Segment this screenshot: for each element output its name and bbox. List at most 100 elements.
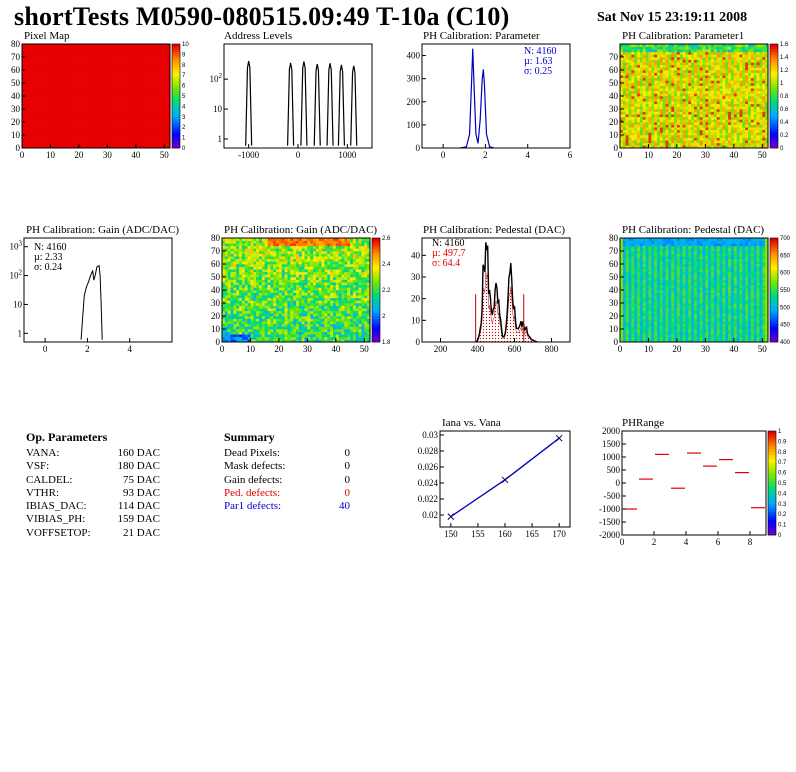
heatmap-cell [41, 119, 46, 123]
heatmap-cell [756, 75, 760, 79]
heatmap-cell [631, 85, 635, 89]
heatmap-cell [36, 90, 40, 94]
heatmap-cell [115, 135, 120, 138]
heatmap-cell [745, 96, 749, 99]
gain-map-chart: 1.822.22.42.60 10 20 30 40 500102030405060708… [211, 233, 391, 354]
heatmap-cell [659, 109, 663, 112]
heatmap-cell [250, 316, 254, 319]
heatmap-cell [620, 135, 624, 138]
heatmap-cell [679, 93, 683, 97]
heatmap-cell [639, 80, 644, 84]
heatmap-cell [64, 135, 68, 138]
heatmap-cell [155, 72, 159, 76]
heatmap-cell [138, 90, 142, 94]
heatmap-cell [631, 51, 635, 55]
heatmap-cell [733, 96, 737, 99]
heatmap-cell [691, 116, 695, 120]
heatmap-cell [250, 313, 254, 317]
heatmap-cell [620, 72, 624, 76]
heatmap-cell [96, 75, 100, 79]
heatmap-cell [637, 80, 641, 84]
heatmap-cell [93, 111, 97, 115]
heatmap-cell [141, 132, 145, 136]
heatmap-cell [648, 109, 652, 112]
heatmap-cell [671, 119, 675, 123]
heatmap-cell [682, 96, 686, 99]
heatmap-cell [104, 75, 108, 79]
heatmap-cell [259, 331, 263, 335]
heatmap-cell [674, 109, 678, 112]
heatmap-cell [634, 142, 638, 146]
heatmap-cell [645, 90, 649, 94]
heatmap-cell [748, 135, 752, 138]
heatmap-cell [759, 88, 763, 92]
heatmap-cell [41, 46, 46, 50]
heatmap-cell [634, 103, 638, 107]
heatmap-cell [713, 103, 718, 107]
heatmap-cell [113, 109, 117, 112]
heatmap-cell [708, 57, 712, 60]
heatmap-cell [713, 98, 718, 102]
heatmap-cell [84, 103, 88, 107]
heatmap-cell [736, 145, 740, 149]
heatmap-cell [682, 103, 686, 107]
heatmap-cell [659, 54, 663, 58]
heatmap-cell [138, 119, 142, 123]
heatmap-cell [144, 59, 148, 63]
heatmap-cell [756, 59, 760, 63]
heatmap-cell [622, 54, 626, 58]
heatmap-cell [631, 49, 635, 53]
heatmap-cell [668, 122, 672, 125]
heatmap-cell [253, 258, 257, 262]
y-tick-label: 50 [11, 78, 21, 88]
heatmap-cell [47, 109, 51, 112]
y-tick-label: 20 [609, 117, 619, 127]
heatmap-cell [135, 62, 139, 66]
heatmap-cell [110, 119, 114, 123]
heatmap-cell [161, 119, 165, 123]
heatmap-cell [651, 142, 655, 146]
heatmap-cell [101, 57, 105, 60]
heatmap-cell [711, 103, 715, 107]
heatmap-cell [625, 64, 629, 68]
heatmap-cell [36, 114, 40, 118]
heatmap-cell [90, 111, 94, 115]
heatmap-cell [645, 122, 649, 125]
heatmap-cell [676, 88, 681, 92]
heatmap-cell [144, 64, 148, 68]
heatmap-cell [250, 243, 254, 247]
heatmap-cell [115, 44, 120, 47]
heatmap-cell [261, 334, 265, 338]
heatmap-cell [733, 132, 737, 136]
heatmap-cell [84, 57, 88, 60]
color-bar-segment [172, 124, 180, 128]
heatmap-cell [135, 85, 139, 89]
heatmap-cell [90, 64, 94, 68]
heatmap-cell [679, 80, 683, 84]
heatmap-cell [639, 116, 644, 120]
heatmap-cell [39, 51, 43, 55]
heatmap-cell [158, 124, 162, 128]
heatmap-cell [115, 77, 120, 81]
heatmap-cell [107, 122, 111, 125]
heatmap-cell [654, 137, 658, 141]
heatmap-cell [745, 80, 749, 84]
heatmap-cell [39, 124, 43, 128]
heatmap-cell [70, 103, 74, 107]
heatmap-cell [722, 106, 726, 110]
heatmap-cell [164, 67, 168, 71]
heatmap-cell [158, 98, 162, 102]
heatmap-cell [227, 258, 231, 262]
heatmap-cell [236, 251, 240, 254]
heatmap-cell [64, 96, 68, 99]
heatmap-cell [745, 98, 749, 102]
heatmap-cell [93, 103, 97, 107]
heatmap-cell [81, 49, 85, 53]
heatmap-cell [144, 57, 148, 60]
heatmap-cell [708, 109, 712, 112]
heatmap-cell [631, 119, 635, 123]
heatmap-cell [27, 103, 31, 107]
heatmap-cell [22, 98, 26, 102]
heatmap-cell [73, 103, 77, 107]
heatmap-cell [705, 77, 709, 81]
